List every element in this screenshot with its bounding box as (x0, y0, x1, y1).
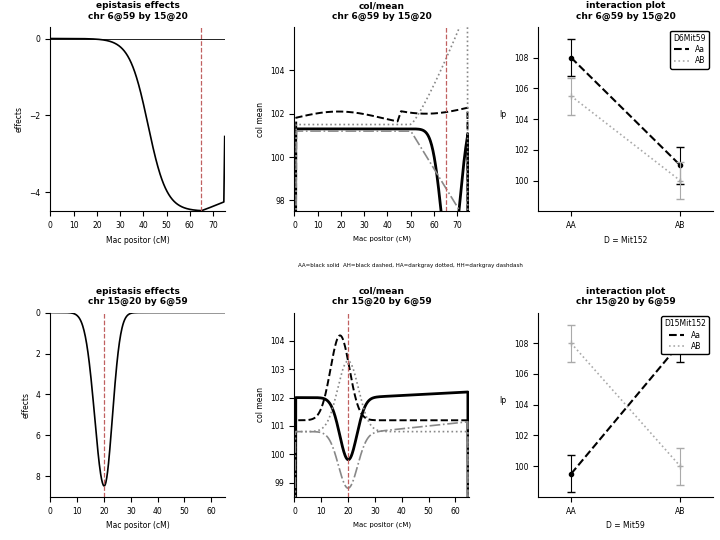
Legend: Aa, AB: Aa, AB (670, 31, 709, 69)
Y-axis label: effects: effects (15, 106, 24, 132)
X-axis label: D = Mit59: D = Mit59 (606, 521, 645, 530)
Text: AA=black solid  AH=black dashed, HA=darkgray dotted, HH=darkgray dashdash: AA=black solid AH=black dashed, HA=darkg… (298, 263, 523, 268)
X-axis label: Mac positor (cM): Mac positor (cM) (106, 235, 169, 245)
Legend: Aa, AB: Aa, AB (661, 316, 709, 354)
Title: interaction plot
chr 6@59 by 15@20: interaction plot chr 6@59 by 15@20 (576, 1, 675, 21)
Y-axis label: col mean: col mean (256, 387, 265, 422)
X-axis label: Mac positor (cM): Mac positor (cM) (353, 521, 410, 528)
Title: col/mean
chr 6@59 by 15@20: col/mean chr 6@59 by 15@20 (332, 1, 431, 21)
Y-axis label: lp: lp (500, 396, 507, 404)
Title: col/mean
chr 15@20 by 6@59: col/mean chr 15@20 by 6@59 (332, 287, 431, 306)
Title: epistasis effects
chr 15@20 by 6@59: epistasis effects chr 15@20 by 6@59 (88, 287, 187, 306)
Y-axis label: effects: effects (22, 392, 30, 417)
X-axis label: D = Mit152: D = Mit152 (604, 235, 647, 245)
Y-axis label: col mean: col mean (256, 102, 265, 137)
Title: epistasis effects
chr 6@59 by 15@20: epistasis effects chr 6@59 by 15@20 (88, 1, 187, 21)
Title: interaction plot
chr 15@20 by 6@59: interaction plot chr 15@20 by 6@59 (576, 287, 675, 306)
X-axis label: Mac positor (cM): Mac positor (cM) (106, 521, 169, 530)
X-axis label: Mac positor (cM): Mac positor (cM) (353, 235, 410, 242)
Y-axis label: lp: lp (500, 110, 507, 119)
